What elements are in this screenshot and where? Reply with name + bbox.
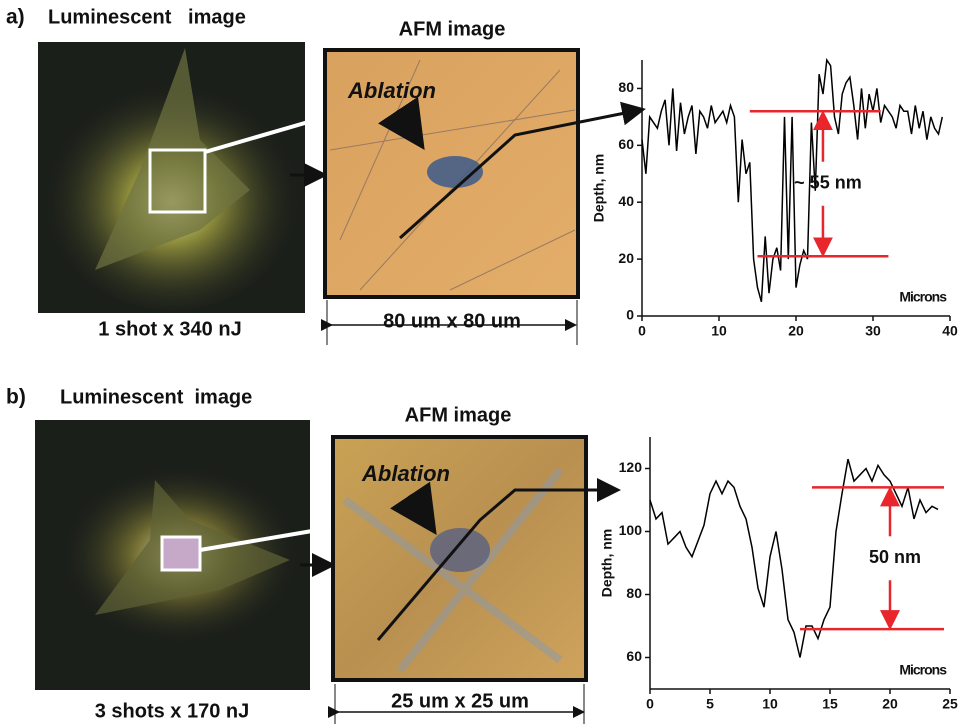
x-tick-label: 5 — [706, 696, 714, 712]
x-tick-label: 10 — [711, 323, 727, 339]
x-axis-label: Microns — [899, 289, 947, 305]
annotation: ~ 55 nm — [794, 172, 862, 192]
afm-title: AFM image — [399, 18, 506, 40]
afm-scale: 25 um x 25 um — [391, 690, 529, 712]
y-tick-label: 80 — [626, 585, 642, 601]
y-tick-label: 0 — [626, 307, 634, 323]
y-axis-label: Depth, nm — [599, 529, 615, 597]
annotation: 50 nm — [869, 547, 921, 567]
x-tick-label: 0 — [646, 696, 654, 712]
x-tick-label: 30 — [865, 323, 881, 339]
afm-annotation: Ablation — [347, 78, 436, 103]
figure: a) Luminescent image 1 shot x 340 nJ AFM… — [0, 0, 962, 726]
y-tick-label: 120 — [619, 459, 643, 475]
afm-annotation: Ablation — [361, 461, 450, 486]
zoom-box — [162, 537, 200, 570]
x-tick-label: 0 — [638, 323, 646, 339]
afm-title: AFM image — [405, 404, 512, 426]
x-tick-label: 40 — [942, 323, 958, 339]
x-tick-label: 20 — [882, 696, 898, 712]
x-axis-label: Microns — [899, 662, 947, 678]
x-tick-label: 25 — [942, 696, 958, 712]
series-line — [642, 60, 942, 302]
y-tick-label: 60 — [618, 136, 634, 152]
lum-title: Luminescent image — [48, 6, 246, 28]
y-tick-label: 20 — [618, 250, 634, 266]
x-tick-label: 15 — [822, 696, 838, 712]
ablation-spot — [430, 528, 490, 572]
y-tick-label: 80 — [618, 79, 634, 95]
y-tick-label: 40 — [618, 193, 634, 209]
lum-title: Luminescent image — [60, 386, 252, 408]
panel-label: b) — [6, 386, 26, 409]
y-tick-label: 60 — [626, 648, 642, 664]
lum-caption: 1 shot x 340 nJ — [98, 318, 241, 340]
panel-label: a) — [6, 6, 25, 29]
y-axis-label: Depth, nm — [591, 154, 607, 222]
x-tick-label: 10 — [762, 696, 778, 712]
lum-caption: 3 shots x 170 nJ — [95, 700, 250, 722]
x-tick-label: 20 — [788, 323, 804, 339]
y-tick-label: 100 — [619, 522, 643, 538]
afm-scale: 80 um x 80 um — [383, 310, 521, 332]
